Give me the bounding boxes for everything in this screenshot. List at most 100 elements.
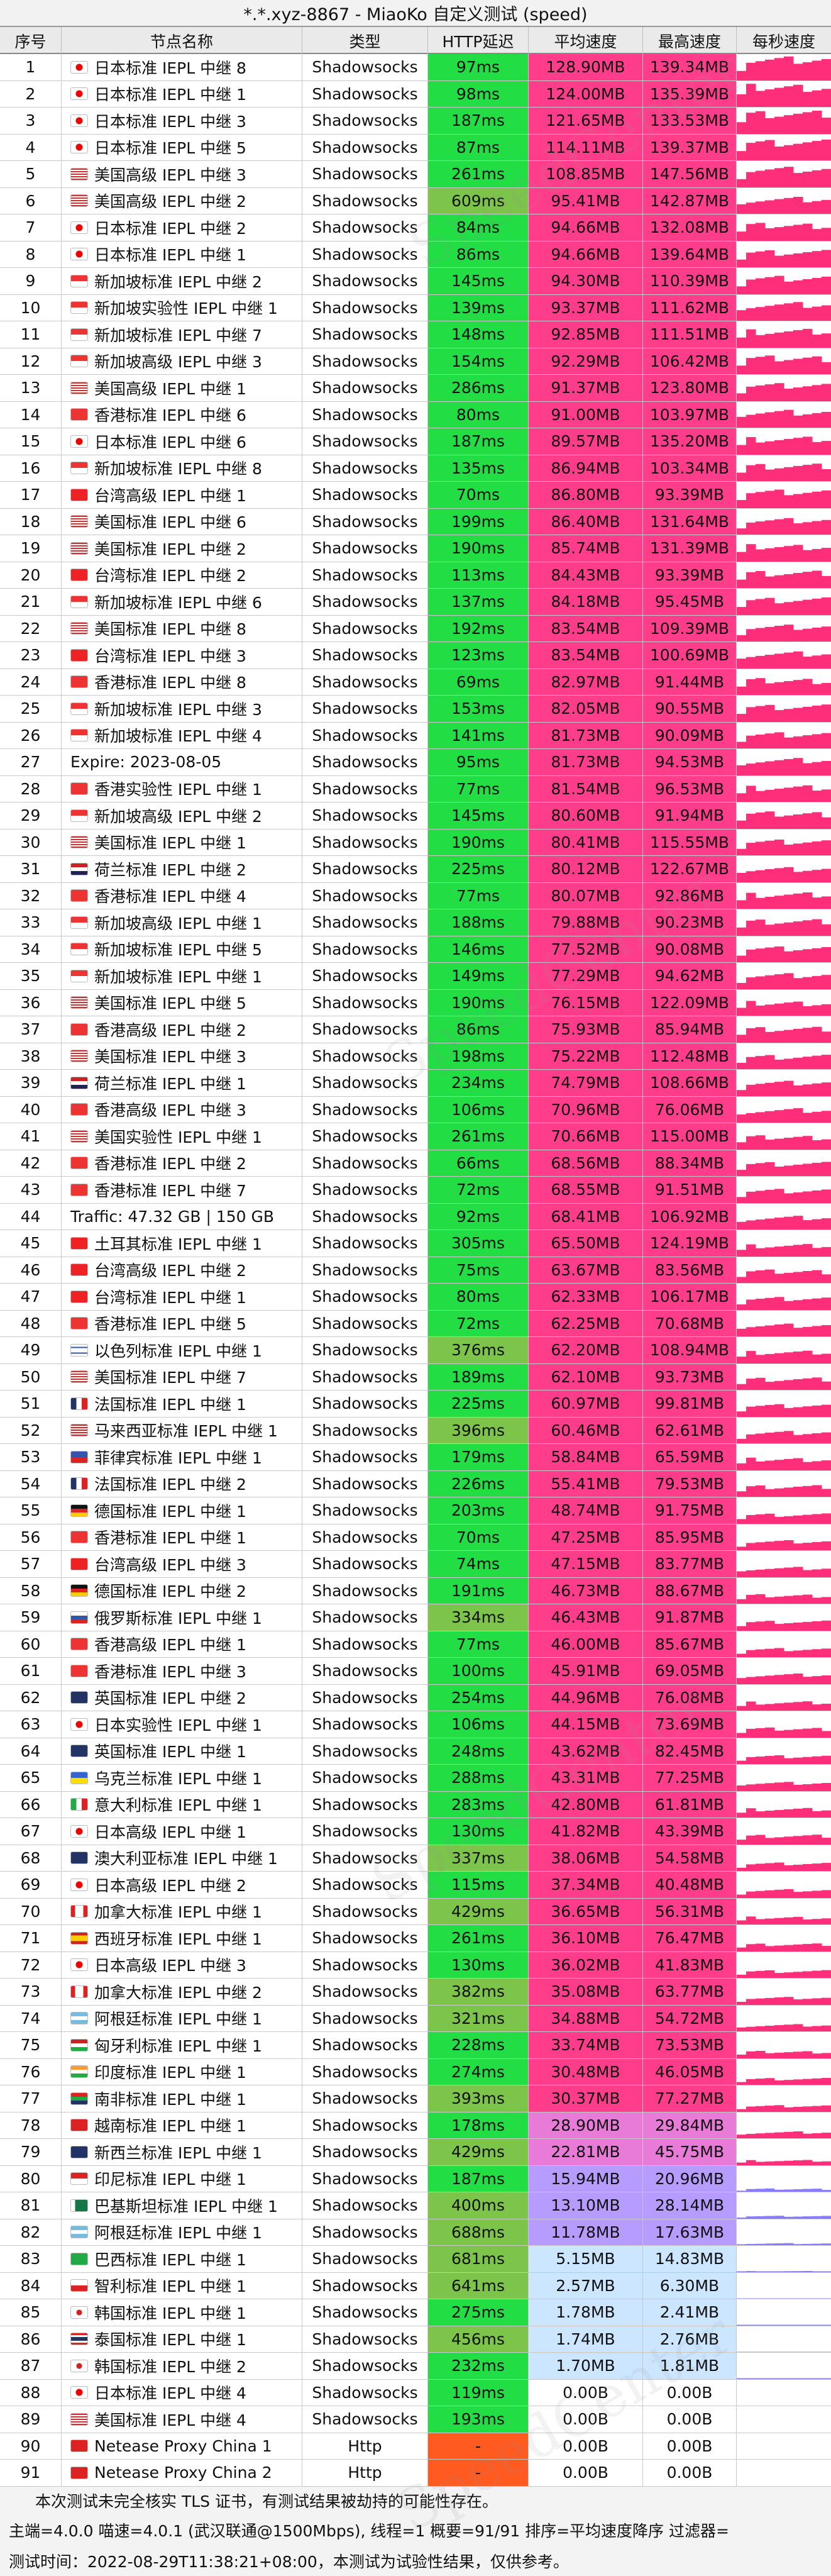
table-row[interactable]: 63 日本实验性 IEPL 中继 1 Shadowsocks 106ms 44.15MB… [0, 1711, 831, 1738]
table-row[interactable]: 59 俄罗斯标准 IEPL 中继 1 Shadowsocks 334ms 46.43MB… [0, 1604, 831, 1631]
table-row[interactable]: 19 美国标准 IEPL 中继 2 Shadowsocks 190ms 85.74MB 1… [0, 535, 831, 562]
table-row[interactable]: 78 越南标准 IEPL 中继 1 Shadowsocks 178ms 28.90MB 2… [0, 2112, 831, 2139]
table-row[interactable]: 67 日本高级 IEPL 中继 1 Shadowsocks 130ms 41.82MB 4… [0, 1818, 831, 1845]
cell-avg-speed-text: 2.57MB [556, 2276, 615, 2295]
table-row[interactable]: 53 菲律宾标准 IEPL 中继 1 Shadowsocks 179ms 58.84MB… [0, 1444, 831, 1471]
node-name-text: 西班牙标准 IEPL 中继 1 [94, 1929, 262, 1948]
table-row[interactable]: 64 英国标准 IEPL 中继 1 Shadowsocks 248ms 43.62MB 8… [0, 1738, 831, 1765]
table-row[interactable]: 58 德国标准 IEPL 中继 2 Shadowsocks 191ms 46.73MB 8… [0, 1577, 831, 1604]
table-row[interactable]: 83 巴西标准 IEPL 中继 1 Shadowsocks 681ms 5.15MB 14… [0, 2246, 831, 2273]
table-row[interactable]: 90 Netease Proxy China 1 Http -0.00B 0.00B [0, 2433, 831, 2460]
table-row[interactable]: 31 荷兰标准 IEPL 中继 2 Shadowsocks 225ms 80.12MB 1… [0, 856, 831, 883]
table-row[interactable]: 4 日本标准 IEPL 中继 5 Shadowsocks 87ms 114.11MB 13… [0, 134, 831, 161]
table-row[interactable]: 21 新加坡标准 IEPL 中继 6 Shadowsocks 137ms 84.18MB… [0, 589, 831, 616]
table-row[interactable]: 44 Traffic: 47.32 GB | 150 GB Shadowsocks 9… [0, 1203, 831, 1230]
table-row[interactable]: 17 台湾高级 IEPL 中继 1 Shadowsocks 70ms 86.80MB 93… [0, 482, 831, 509]
table-row[interactable]: 77 南非标准 IEPL 中继 1 Shadowsocks 393ms 30.37MB 7… [0, 2085, 831, 2112]
table-row[interactable]: 65 乌克兰标准 IEPL 中继 1 Shadowsocks 288ms 43.31MB… [0, 1765, 831, 1792]
table-row[interactable]: 91 Netease Proxy China 2 Http -0.00B 0.00B [0, 2460, 831, 2487]
table-row[interactable]: 14 香港标准 IEPL 中继 6 Shadowsocks 80ms 91.00MB 10… [0, 401, 831, 428]
table-row[interactable]: 49 以色列标准 IEPL 中继 1 Shadowsocks 376ms 62.20MB… [0, 1337, 831, 1364]
table-row[interactable]: 42 香港标准 IEPL 中继 2 Shadowsocks 66ms 68.56MB 88… [0, 1150, 831, 1177]
table-row[interactable]: 89 美国标准 IEPL 中继 4 Shadowsocks 193ms 0.00B 0.0… [0, 2406, 831, 2433]
table-row[interactable]: 46 台湾高级 IEPL 中继 2 Shadowsocks 75ms 63.67MB 83… [0, 1257, 831, 1284]
table-row[interactable]: 81 巴基斯坦标准 IEPL 中继 1 Shadowsocks 400ms 13.10M… [0, 2192, 831, 2219]
table-row[interactable]: 22 美国标准 IEPL 中继 8 Shadowsocks 192ms 83.54MB 1… [0, 615, 831, 642]
table-row[interactable]: 12 新加坡高级 IEPL 中继 3 Shadowsocks 154ms 92.29MB… [0, 348, 831, 375]
table-row[interactable]: 62 英国标准 IEPL 中继 2 Shadowsocks 254ms 44.96MB 7… [0, 1684, 831, 1711]
table-row[interactable]: 55 德国标准 IEPL 中继 1 Shadowsocks 203ms 48.74MB 9… [0, 1497, 831, 1524]
table-row[interactable]: 41 美国实验性 IEPL 中继 1 Shadowsocks 261ms 70.66MB… [0, 1123, 831, 1150]
table-row[interactable]: 5 美国高级 IEPL 中继 3 Shadowsocks 261ms 108.85MB 1… [0, 161, 831, 188]
table-row[interactable]: 76 印度标准 IEPL 中继 1 Shadowsocks 274ms 30.48MB 4… [0, 2058, 831, 2085]
table-row[interactable]: 11 新加坡标准 IEPL 中继 7 Shadowsocks 148ms 92.85MB… [0, 321, 831, 348]
header-max-speed[interactable]: 最高速度 [643, 27, 737, 54]
header-node-name[interactable]: 节点名称 [62, 27, 302, 54]
table-row[interactable]: 25 新加坡标准 IEPL 中继 3 Shadowsocks 153ms 82.05MB… [0, 696, 831, 723]
table-row[interactable]: 74 阿根廷标准 IEPL 中继 1 Shadowsocks 321ms 34.88MB… [0, 2005, 831, 2032]
table-row[interactable]: 39 荷兰标准 IEPL 中继 1 Shadowsocks 234ms 74.79MB 1… [0, 1070, 831, 1097]
table-row[interactable]: 27 Expire: 2023-08-05 Shadowsocks 95ms 81.73… [0, 749, 831, 776]
table-row[interactable]: 40 香港高级 IEPL 中继 3 Shadowsocks 106ms 70.96MB 7… [0, 1096, 831, 1123]
table-row[interactable]: 79 新西兰标准 IEPL 中继 1 Shadowsocks 429ms 22.81MB… [0, 2139, 831, 2166]
table-row[interactable]: 35 新加坡标准 IEPL 中继 1 Shadowsocks 149ms 77.29MB… [0, 963, 831, 990]
table-row[interactable]: 15 日本标准 IEPL 中继 6 Shadowsocks 187ms 89.57MB 1… [0, 428, 831, 455]
table-row[interactable]: 26 新加坡标准 IEPL 中继 4 Shadowsocks 141ms 81.73MB… [0, 722, 831, 749]
table-row[interactable]: 28 香港实验性 IEPL 中继 1 Shadowsocks 77ms 81.54MB 9… [0, 775, 831, 802]
table-row[interactable]: 24 香港标准 IEPL 中继 8 Shadowsocks 69ms 82.97MB 91… [0, 669, 831, 696]
table-row[interactable]: 50 美国标准 IEPL 中继 7 Shadowsocks 189ms 62.10MB 9… [0, 1363, 831, 1391]
table-row[interactable]: 48 香港标准 IEPL 中继 5 Shadowsocks 72ms 62.25MB 70… [0, 1310, 831, 1337]
header-http-latency[interactable]: HTTP延迟 [428, 27, 529, 54]
table-row[interactable]: 70 加拿大标准 IEPL 中继 1 Shadowsocks 429ms 36.65MB… [0, 1898, 831, 1925]
table-row[interactable]: 84 智利标准 IEPL 中继 1 Shadowsocks 641ms 2.57MB 6.… [0, 2272, 831, 2299]
table-row[interactable]: 68 澳大利亚标准 IEPL 中继 1 Shadowsocks 337ms 38.06M… [0, 1845, 831, 1872]
header-type[interactable]: 类型 [302, 27, 428, 54]
table-row[interactable]: 75 匈牙利标准 IEPL 中继 1 Shadowsocks 228ms 33.74MB… [0, 2032, 831, 2059]
table-row[interactable]: 18 美国标准 IEPL 中继 6 Shadowsocks 199ms 86.40MB 1… [0, 508, 831, 535]
table-row[interactable]: 60 香港高级 IEPL 中继 1 Shadowsocks 77ms 46.00MB 85… [0, 1631, 831, 1658]
table-row[interactable]: 8 日本标准 IEPL 中继 1 Shadowsocks 86ms 94.66MB 139… [0, 241, 831, 268]
table-row[interactable]: 10 新加坡实验性 IEPL 中继 1 Shadowsocks 139ms 93.37M… [0, 294, 831, 321]
table-row[interactable]: 52 马来西亚标准 IEPL 中继 1 Shadowsocks 396ms 60.46M… [0, 1417, 831, 1444]
table-row[interactable]: 66 意大利标准 IEPL 中继 1 Shadowsocks 283ms 42.80MB… [0, 1791, 831, 1818]
table-row[interactable]: 37 香港高级 IEPL 中继 2 Shadowsocks 86ms 75.93MB 85… [0, 1016, 831, 1043]
table-row[interactable]: 36 美国标准 IEPL 中继 5 Shadowsocks 190ms 76.15MB 1… [0, 989, 831, 1016]
table-row[interactable]: 85 韩国标准 IEPL 中继 1 Shadowsocks 275ms 1.78MB 2.… [0, 2299, 831, 2326]
table-row[interactable]: 82 阿根廷标准 IEPL 中继 1 Shadowsocks 688ms 11.78MB… [0, 2219, 831, 2246]
table-row[interactable]: 54 法国标准 IEPL 中继 2 Shadowsocks 226ms 55.41MB 7… [0, 1470, 831, 1497]
table-row[interactable]: 72 日本高级 IEPL 中继 3 Shadowsocks 130ms 36.02MB 4… [0, 1951, 831, 1979]
table-row[interactable]: 9 新加坡标准 IEPL 中继 2 Shadowsocks 145ms 94.30MB 1… [0, 268, 831, 295]
table-row[interactable]: 51 法国标准 IEPL 中继 1 Shadowsocks 225ms 60.97MB 9… [0, 1391, 831, 1418]
table-row[interactable]: 47 台湾标准 IEPL 中继 1 Shadowsocks 80ms 62.33MB 10… [0, 1284, 831, 1311]
table-row[interactable]: 16 新加坡标准 IEPL 中继 8 Shadowsocks 135ms 86.94MB… [0, 455, 831, 482]
table-row[interactable]: 32 香港标准 IEPL 中继 4 Shadowsocks 77ms 80.07MB 92… [0, 882, 831, 909]
table-row[interactable]: 3 日本标准 IEPL 中继 3 Shadowsocks 187ms 121.65MB 1… [0, 108, 831, 135]
table-row[interactable]: 7 日本标准 IEPL 中继 2 Shadowsocks 84ms 94.66MB 132… [0, 214, 831, 242]
table-row[interactable]: 61 香港标准 IEPL 中继 3 Shadowsocks 100ms 45.91MB 6… [0, 1658, 831, 1685]
table-row[interactable]: 30 美国标准 IEPL 中继 1 Shadowsocks 190ms 80.41MB 1… [0, 829, 831, 856]
table-row[interactable]: 23 台湾标准 IEPL 中继 3 Shadowsocks 123ms 83.54MB 1… [0, 642, 831, 669]
table-row[interactable]: 69 日本高级 IEPL 中继 2 Shadowsocks 115ms 37.34MB 4… [0, 1872, 831, 1899]
table-row[interactable]: 86 泰国标准 IEPL 中继 1 Shadowsocks 456ms 1.74MB 2.… [0, 2326, 831, 2353]
table-row[interactable]: 80 印尼标准 IEPL 中继 1 Shadowsocks 187ms 15.94MB 2… [0, 2165, 831, 2192]
table-row[interactable]: 2 日本标准 IEPL 中继 1 Shadowsocks 98ms 124.00MB 13… [0, 80, 831, 108]
table-row[interactable]: 20 台湾标准 IEPL 中继 2 Shadowsocks 113ms 84.43MB 9… [0, 562, 831, 589]
table-row[interactable]: 6 美国高级 IEPL 中继 2 Shadowsocks 609ms 95.41MB 14… [0, 187, 831, 214]
table-row[interactable]: 38 美国标准 IEPL 中继 3 Shadowsocks 198ms 75.22MB 1… [0, 1043, 831, 1070]
table-row[interactable]: 13 美国高级 IEPL 中继 1 Shadowsocks 286ms 91.37MB 1… [0, 375, 831, 402]
table-row[interactable]: 56 香港标准 IEPL 中继 1 Shadowsocks 70ms 47.25MB 85… [0, 1524, 831, 1551]
table-row[interactable]: 87 韩国标准 IEPL 中继 2 Shadowsocks 232ms 1.70MB 1.… [0, 2353, 831, 2380]
table-row[interactable]: 57 台湾高级 IEPL 中继 3 Shadowsocks 74ms 47.15MB 83… [0, 1551, 831, 1578]
header-index[interactable]: 序号 [0, 27, 62, 54]
table-row[interactable]: 34 新加坡标准 IEPL 中继 5 Shadowsocks 146ms 77.52MB… [0, 936, 831, 963]
table-row[interactable]: 43 香港标准 IEPL 中继 7 Shadowsocks 72ms 68.55MB 91… [0, 1177, 831, 1204]
table-row[interactable]: 71 西班牙标准 IEPL 中继 1 Shadowsocks 261ms 36.10MB… [0, 1925, 831, 1952]
table-row[interactable]: 88 日本标准 IEPL 中继 4 Shadowsocks 119ms 0.00B 0.0… [0, 2379, 831, 2406]
table-row[interactable]: 73 加拿大标准 IEPL 中继 2 Shadowsocks 382ms 35.08MB… [0, 1979, 831, 2006]
table-row[interactable]: 29 新加坡高级 IEPL 中继 2 Shadowsocks 145ms 80.60MB… [0, 802, 831, 830]
header-avg-speed[interactable]: 平均速度 [529, 27, 643, 54]
table-row[interactable]: 33 新加坡高级 IEPL 中继 1 Shadowsocks 188ms 79.88MB… [0, 909, 831, 936]
header-per-second-speed[interactable]: 每秒速度 [752, 32, 815, 51]
table-row[interactable]: 1 日本标准 IEPL 中继 8 Shadowsocks 97ms 128.90MB 13… [0, 54, 831, 81]
table-row[interactable]: 45 土耳其标准 IEPL 中继 1 Shadowsocks 305ms 65.50MB… [0, 1230, 831, 1257]
